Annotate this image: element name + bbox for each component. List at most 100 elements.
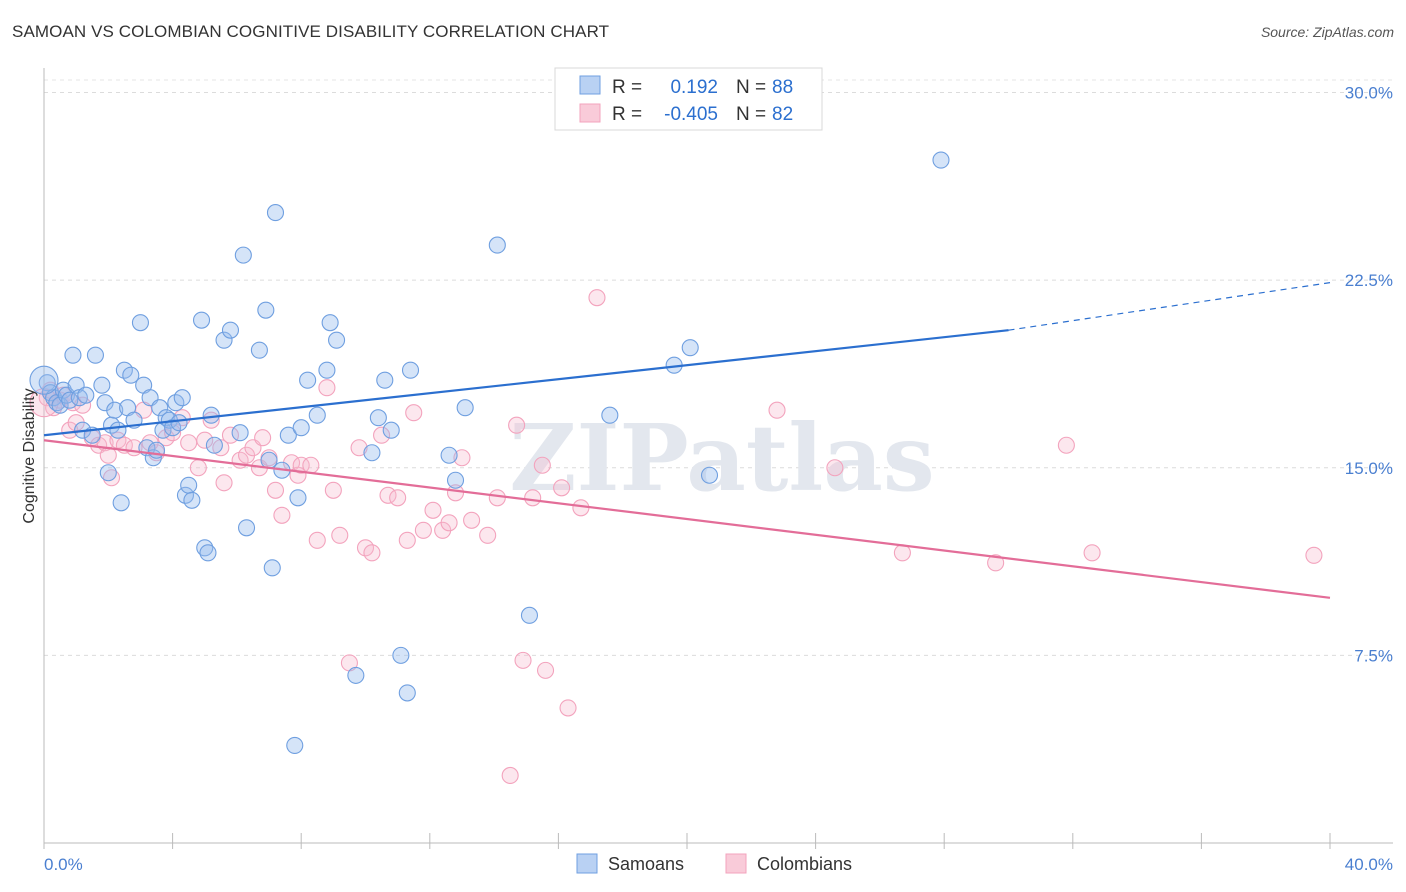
samoan-point (199, 544, 217, 562)
legend-r-value-2: -0.405 (664, 104, 718, 125)
samoan-point (266, 204, 285, 222)
samoan-point (382, 421, 400, 439)
samoan-point (221, 321, 240, 339)
samoan-point (286, 736, 304, 754)
samoan-point (376, 371, 394, 389)
colombian-point (254, 429, 272, 447)
samoan-point (520, 606, 539, 624)
samoan-point (180, 476, 198, 494)
samoan-point (308, 406, 326, 424)
samoan-point (122, 366, 140, 384)
colombian-point (363, 544, 381, 562)
samoan-point (86, 346, 104, 364)
y-tick-label-0: 7.5% (1354, 646, 1393, 665)
samoan-point (151, 399, 169, 417)
colombian-point (292, 456, 310, 474)
samoan-point (231, 424, 249, 442)
samoan-point (440, 446, 458, 464)
axes (43, 68, 1393, 849)
colombian-point (768, 401, 786, 419)
samoan-point (328, 331, 346, 349)
chart-title: SAMOAN VS COLOMBIAN COGNITIVE DISABILITY… (12, 22, 610, 41)
samoan-point (205, 436, 223, 454)
legend-n-label-2: N = (736, 104, 766, 125)
colombian-point (302, 456, 320, 474)
colombian-point (331, 526, 349, 544)
colombian-point (350, 439, 368, 457)
samoan-point (263, 559, 281, 577)
colombian-point (215, 474, 233, 492)
samoan-point (369, 409, 387, 427)
samoan-point (398, 684, 416, 702)
samoan-point (363, 444, 381, 462)
correlation-legend: R = 0.192 N = 88 R = -0.405 N = 82 (554, 67, 823, 131)
colombian-point (514, 651, 532, 669)
samoan-point (299, 371, 317, 389)
colombian-point (414, 521, 432, 539)
samoans-trend-line (43, 329, 1009, 437)
colombian-point (446, 484, 465, 502)
legend-n-value-1: 88 (772, 77, 793, 98)
grid-lines (44, 79, 1393, 656)
colombian-point (405, 404, 423, 422)
samoan-point (99, 464, 117, 482)
samoan-point (147, 441, 166, 459)
y-tick-label-2: 22.5% (1345, 271, 1393, 290)
samoan-point (64, 346, 82, 364)
samoan-point (488, 236, 506, 254)
y-tick-label-3: 30.0% (1345, 84, 1393, 103)
x-tick-labels: 0.0% 40.0% (44, 855, 1393, 874)
y-tick-labels: 7.5% 15.0% 22.5% 30.0% (1345, 84, 1393, 666)
colombian-point (308, 531, 326, 549)
samoan-point (392, 646, 410, 664)
colombian-point (398, 531, 416, 549)
legend-r-value-1: 0.192 (670, 77, 718, 98)
samoan-point (215, 331, 233, 349)
legend-r-label-1: R = (612, 77, 642, 98)
samoans-trend-extension (1008, 282, 1331, 331)
colombian-point (189, 459, 207, 477)
colombian-point (324, 481, 342, 499)
y-axis-label: Cognitive Disability (21, 388, 38, 523)
colombians-legend-label: Colombians (757, 854, 852, 874)
samoan-point (289, 489, 307, 507)
colombians-trend-line (43, 439, 1331, 599)
trend-lines (43, 282, 1331, 599)
samoan-point (29, 365, 59, 395)
samoan-point (401, 361, 420, 379)
source-label: Source: ZipAtlas.com (1260, 24, 1394, 40)
legend-r-label-2: R = (612, 104, 642, 125)
colombian-point (1057, 436, 1075, 454)
colombian-point (588, 289, 606, 307)
colombian-point (373, 426, 391, 444)
colombian-point (1305, 546, 1323, 564)
samoan-point (279, 426, 297, 444)
samoan-point (131, 314, 149, 332)
samoan-point (77, 386, 95, 404)
samoan-point (202, 406, 220, 424)
colombian-point (102, 469, 121, 487)
colombians-swatch (725, 853, 747, 874)
samoan-point (250, 341, 268, 359)
samoan-point (257, 301, 275, 319)
colombian-point (559, 699, 577, 717)
colombian-point (987, 554, 1005, 572)
samoan-point (196, 539, 214, 557)
colombian-point (533, 456, 551, 474)
colombian-point (463, 511, 481, 529)
samoan-point (93, 376, 111, 394)
samoan-point (192, 311, 211, 329)
samoan-point (234, 246, 252, 264)
samoan-point (183, 491, 201, 509)
colombian-point (1083, 544, 1101, 562)
colombian-point (440, 514, 458, 532)
samoan-point (109, 421, 127, 439)
colombian-point (221, 426, 240, 444)
samoan-point (237, 519, 256, 537)
colombian-point (273, 506, 291, 524)
series-legend: Samoans Colombians (576, 853, 852, 874)
samoan-point (446, 471, 465, 489)
colombian-point (553, 479, 571, 497)
samoan-point (170, 414, 188, 432)
